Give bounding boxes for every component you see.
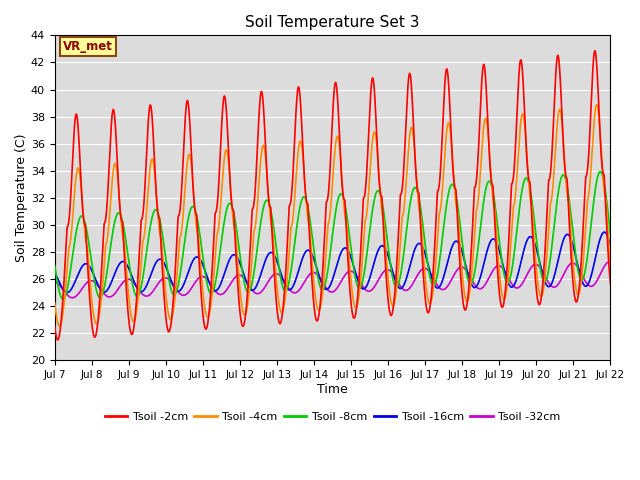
Y-axis label: Soil Temperature (C): Soil Temperature (C) [15,133,28,262]
Text: VR_met: VR_met [63,40,113,53]
X-axis label: Time: Time [317,383,348,396]
Legend: Tsoil -2cm, Tsoil -4cm, Tsoil -8cm, Tsoil -16cm, Tsoil -32cm: Tsoil -2cm, Tsoil -4cm, Tsoil -8cm, Tsoi… [100,408,565,426]
Title: Soil Temperature Set 3: Soil Temperature Set 3 [245,15,420,30]
